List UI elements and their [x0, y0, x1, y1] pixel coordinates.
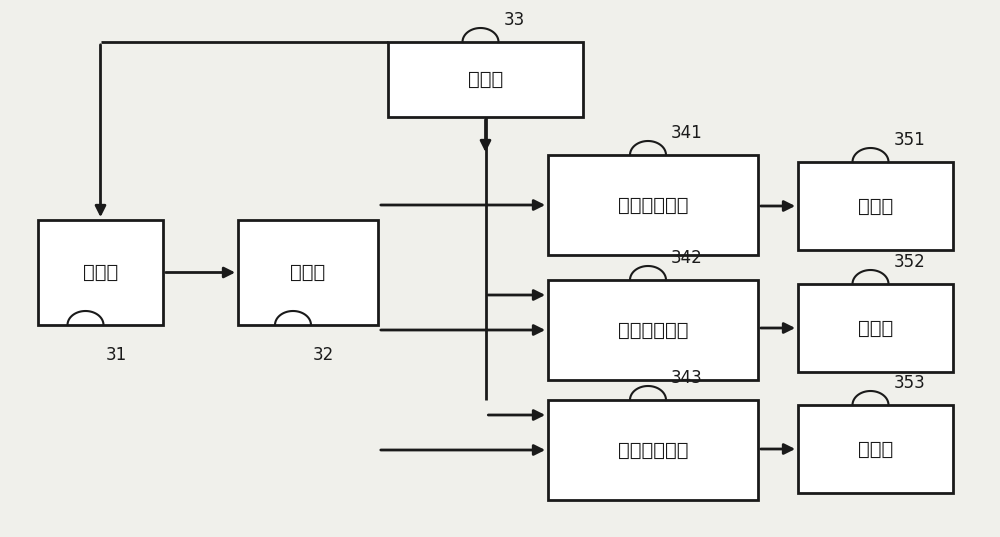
Bar	[548, 155, 758, 255]
Bar	[38, 220, 163, 325]
Bar	[238, 220, 378, 325]
Text: 33: 33	[504, 11, 525, 29]
Text: 光功率分配器: 光功率分配器	[618, 440, 688, 460]
Text: 控制器: 控制器	[468, 70, 503, 89]
Bar	[798, 284, 953, 372]
Text: 光功率分配器: 光功率分配器	[618, 321, 688, 339]
Text: 光波导: 光波导	[290, 263, 326, 282]
Bar	[548, 400, 758, 500]
Bar	[798, 162, 953, 250]
Text: 351: 351	[894, 131, 925, 149]
Bar	[388, 42, 583, 117]
Text: 343: 343	[671, 369, 703, 387]
Text: 32: 32	[313, 346, 334, 364]
Text: 352: 352	[894, 253, 925, 271]
Text: 342: 342	[671, 249, 703, 267]
Bar	[798, 405, 953, 493]
Text: 调制器: 调制器	[858, 197, 893, 215]
Text: 31: 31	[106, 346, 127, 364]
Text: 激光器: 激光器	[83, 263, 118, 282]
Text: 光功率分配器: 光功率分配器	[618, 195, 688, 214]
Text: 353: 353	[894, 374, 925, 392]
Text: 调制器: 调制器	[858, 318, 893, 337]
Text: 341: 341	[671, 124, 703, 142]
Text: 调制器: 调制器	[858, 439, 893, 459]
Bar	[548, 280, 758, 380]
